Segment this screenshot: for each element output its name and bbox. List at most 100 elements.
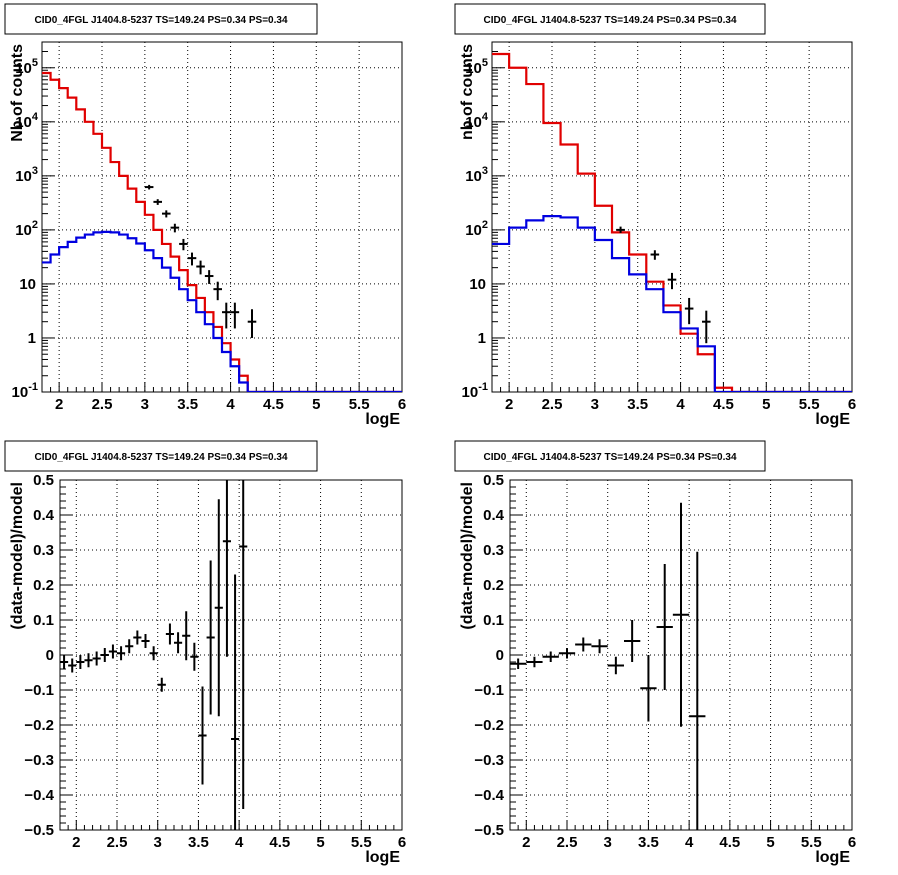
- y-tick-label: 0.1: [483, 612, 504, 629]
- x-tick-label: 4.5: [719, 834, 740, 851]
- data-point: [526, 656, 543, 668]
- x-tick-label: 2.5: [557, 834, 578, 851]
- x-tick-label: 3.5: [177, 396, 198, 413]
- x-tick-label: 3.5: [638, 834, 659, 851]
- data-point: [222, 480, 231, 657]
- y-tick-label: 0.1: [33, 612, 54, 629]
- x-tick-label: 4.5: [263, 396, 284, 413]
- y-tick-label: −0.5: [24, 822, 54, 839]
- data-point: [182, 611, 191, 661]
- histogram-series-1: [42, 71, 402, 392]
- histogram-series-2: [42, 230, 402, 392]
- x-tick-label: 2: [72, 834, 80, 851]
- chart-panel-3: 2 2.5 3 3.5 4 4.5 5 5.5 6 −0.5 −0.4 −0.3 −0.2 −0.1 0 0.…: [4, 440, 406, 866]
- x-tick-label: 3: [141, 396, 149, 413]
- y-tick-label: −0.4: [474, 787, 504, 804]
- y-axis-label: Nb of counts: [9, 44, 26, 142]
- data-point: [640, 655, 657, 722]
- data-point: [165, 623, 174, 645]
- x-tick-label: 4.5: [713, 396, 734, 413]
- data-point: [230, 302, 240, 329]
- x-tick-label: 3: [154, 834, 162, 851]
- x-tick-label: 3: [604, 834, 612, 851]
- y-tick-label: 0.4: [33, 507, 55, 524]
- data-point: [149, 646, 158, 661]
- data-point: [170, 223, 180, 233]
- y-tick-label: 1: [28, 330, 36, 347]
- y-tick-label: −0.1: [474, 682, 504, 699]
- y-tick-label: 0: [496, 647, 504, 664]
- x-tick-label: 5.5: [351, 834, 372, 851]
- data-point: [179, 238, 188, 251]
- data-point: [206, 560, 215, 715]
- y-axis-label: nb of counts: [459, 44, 476, 140]
- data-point: [591, 639, 608, 654]
- y-tick-label: 0.3: [33, 542, 54, 559]
- x-axis-label: logE: [365, 411, 400, 428]
- plot-area: [42, 71, 402, 392]
- data-point: [222, 302, 231, 329]
- data-point: [174, 632, 183, 654]
- plot-area: [510, 502, 706, 830]
- data-point: [162, 210, 171, 218]
- data-point: [213, 281, 222, 301]
- plot-frame: [59, 479, 403, 831]
- y-tick-label: 103: [465, 165, 488, 185]
- y-tick-label: 103: [15, 165, 38, 185]
- y-tick-label: 1: [478, 330, 486, 347]
- data-point: [624, 620, 641, 662]
- y-tick-label: 104: [15, 111, 39, 131]
- data-point: [100, 648, 109, 662]
- chart-title: CID0_4FGL J1404.8-5237 TS=149.24 PS=0.34…: [483, 15, 736, 26]
- chart-title: CID0_4FGL J1404.8-5237 TS=149.24 PS=0.34…: [483, 452, 736, 463]
- y-tick-label: −0.3: [24, 752, 54, 769]
- y-tick-label: −0.5: [474, 822, 504, 839]
- data-point: [125, 639, 134, 654]
- data-point: [92, 651, 101, 666]
- data-point: [133, 630, 142, 645]
- y-tick-label: 105: [465, 57, 488, 77]
- data-point: [108, 644, 117, 659]
- x-tick-label: 2.5: [107, 834, 128, 851]
- data-point: [117, 646, 126, 661]
- x-tick-label: 4: [226, 396, 235, 413]
- data-point: [656, 564, 673, 690]
- x-tick-label: 6: [398, 834, 406, 851]
- y-tick-label: 102: [15, 219, 38, 239]
- x-tick-label: 3.5: [627, 396, 648, 413]
- chart-panel-1: 2 2.5 3 3.5 4 4.5 5 5.5 6 10-1 1 10 102 103 104 105 logE…: [4, 3, 406, 428]
- x-tick-label: 4: [676, 396, 685, 413]
- y-tick-label: 10-1: [12, 381, 38, 401]
- y-tick-label: −0.4: [24, 787, 54, 804]
- x-tick-label: 5: [316, 834, 324, 851]
- y-tick-label: −0.2: [474, 717, 504, 734]
- data-point: [157, 677, 166, 692]
- data-point: [60, 655, 69, 669]
- x-tick-label: 2: [55, 396, 63, 413]
- title-box: [4, 440, 318, 472]
- plot-area: [60, 480, 248, 830]
- data-point: [68, 658, 77, 673]
- data-point: [667, 272, 677, 290]
- data-point: [607, 656, 624, 675]
- x-tick-label: 3.5: [188, 834, 209, 851]
- x-tick-label: 6: [398, 396, 406, 413]
- x-tick-label: 6: [848, 834, 856, 851]
- title-box: [454, 3, 766, 35]
- data-point: [672, 502, 690, 727]
- y-tick-label: 0.4: [483, 507, 505, 524]
- x-tick-label: 2.5: [92, 396, 113, 413]
- y-tick-label: 102: [465, 219, 488, 239]
- data-point: [204, 270, 214, 284]
- x-tick-label: 4: [685, 834, 694, 851]
- x-tick-label: 4: [235, 834, 244, 851]
- y-tick-label: 105: [15, 57, 38, 77]
- data-point: [198, 686, 207, 785]
- y-tick-label: 0.2: [483, 577, 504, 594]
- chart-title: CID0_4FGL J1404.8-5237 TS=149.24 PS=0.34…: [34, 15, 287, 26]
- y-axis-label: (data-model)/model: [9, 482, 26, 630]
- title-box: [4, 3, 318, 35]
- x-tick-label: 2: [522, 834, 530, 851]
- y-tick-label: 0.2: [33, 577, 54, 594]
- x-axis-label: logE: [365, 849, 400, 866]
